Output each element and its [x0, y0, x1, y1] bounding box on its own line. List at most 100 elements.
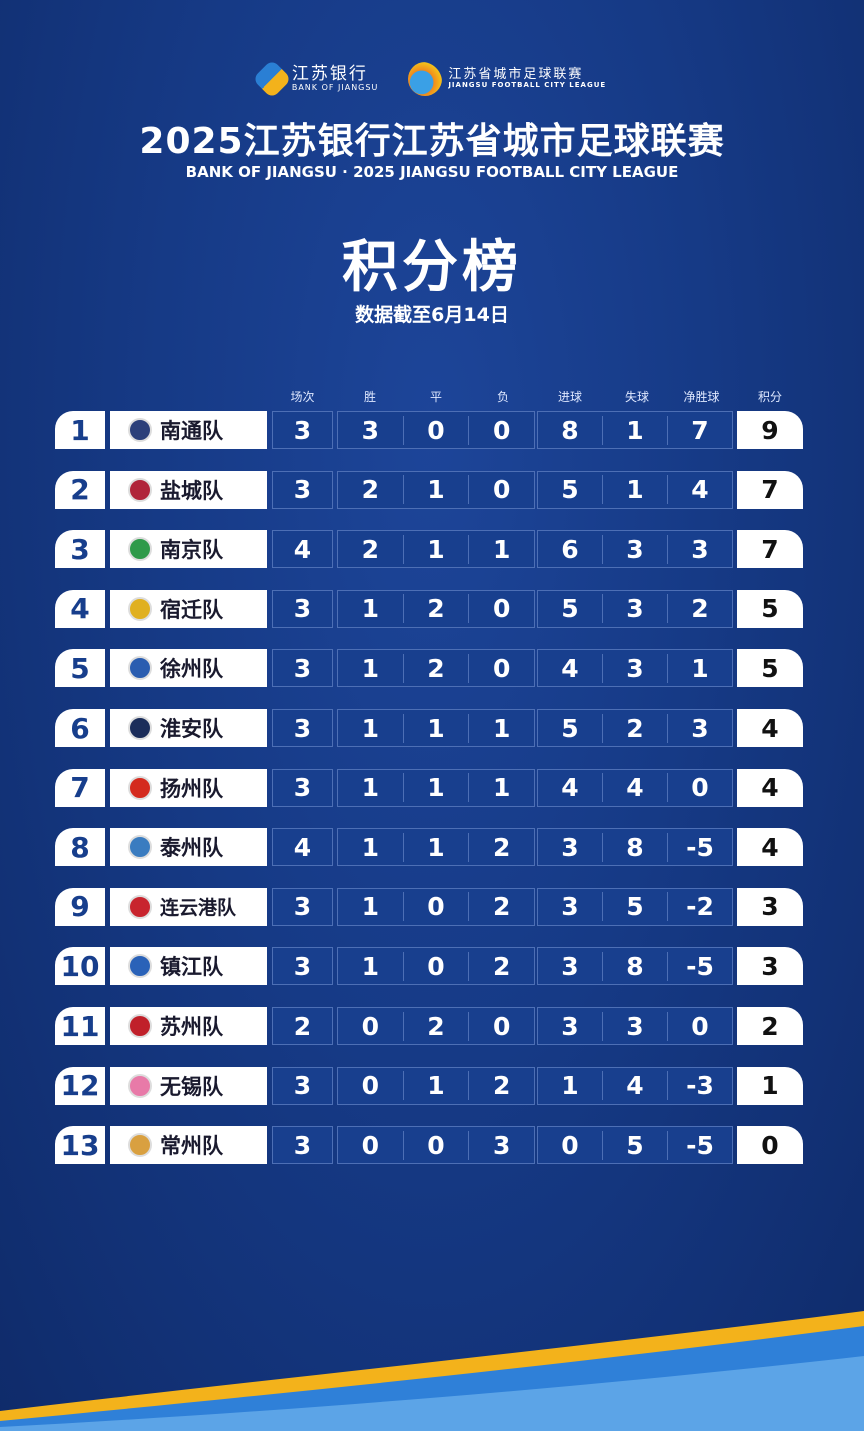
- page-subtitle: BANK OF JIANGSU · 2025 JIANGSU FOOTBALL …: [185, 163, 679, 181]
- goals-for: 4: [561, 653, 579, 683]
- team-name: 淮安队: [160, 717, 223, 741]
- bank-logo-icon: [252, 59, 292, 99]
- goals-for: 6: [561, 534, 579, 564]
- league-logo: 江苏省城市足球联赛 JIANGSU FOOTBALL CITY LEAGUE: [408, 62, 606, 96]
- goal-difference: -5: [667, 951, 732, 981]
- goals-against: 3: [602, 1011, 667, 1041]
- losses: 2: [468, 951, 534, 981]
- league-logo-icon: [408, 62, 443, 96]
- losses: 3: [468, 1130, 534, 1160]
- column-header: 胜: [363, 390, 376, 404]
- team-logo-icon: [128, 716, 152, 740]
- bank-of-jiangsu-logo: 江苏银行 BANK OF JIANGSU: [252, 59, 378, 99]
- league-logo-cn: 江苏省城市足球联赛: [448, 67, 584, 82]
- losses: 0: [468, 1011, 534, 1041]
- losses: 1: [468, 713, 534, 743]
- points: 2: [737, 1007, 803, 1045]
- goal-difference: 0: [667, 1011, 732, 1041]
- team-cell: 常州队: [110, 1126, 267, 1165]
- played-cell: 3: [272, 649, 333, 688]
- goals-cell: 3 5 -2: [537, 887, 733, 926]
- goals-for: 0: [561, 1130, 579, 1160]
- goals-against: 1: [602, 415, 667, 445]
- goals-for: 1: [561, 1071, 579, 1101]
- rank: 5: [55, 649, 105, 688]
- goals-against: 5: [602, 892, 667, 922]
- wins: 2: [361, 534, 380, 564]
- goals-against: 4: [602, 1071, 667, 1101]
- goals-cell: 3 8 -5: [537, 828, 733, 867]
- data-date: 数据截至6月14日: [355, 304, 509, 326]
- draws: 1: [402, 713, 469, 743]
- column-header: 失球: [624, 390, 649, 404]
- points: 9: [737, 411, 803, 449]
- rank: 2: [55, 470, 105, 509]
- draws: 2: [402, 594, 469, 624]
- goals-against: 2: [602, 713, 667, 743]
- goal-difference: 4: [667, 475, 732, 505]
- team-cell: 泰州队: [110, 828, 267, 867]
- rank: 13: [55, 1126, 105, 1165]
- points: 3: [737, 887, 803, 926]
- team-cell: 镇江队: [110, 947, 267, 986]
- wins: 1: [361, 594, 380, 624]
- wins: 1: [361, 653, 380, 683]
- goal-difference: -2: [667, 892, 732, 922]
- goal-difference: 2: [667, 594, 732, 624]
- played-cell: 3: [272, 1066, 333, 1105]
- team-name: 盐城队: [160, 478, 223, 503]
- goals-against: 1: [602, 475, 667, 505]
- wins: 3: [361, 415, 380, 445]
- rank: 6: [55, 709, 105, 747]
- draws: 2: [402, 653, 469, 683]
- goal-difference: 0: [667, 773, 732, 803]
- team-logo-icon: [128, 775, 152, 800]
- played: 3: [293, 773, 312, 803]
- wins: 1: [361, 892, 380, 922]
- team-name: 泰州队: [160, 836, 223, 861]
- points: 4: [737, 828, 803, 867]
- points: 7: [737, 530, 803, 569]
- team-cell: 盐城队: [110, 470, 267, 509]
- team-cell: 徐州队: [110, 649, 267, 688]
- played-cell: 3: [272, 887, 333, 926]
- played: 3: [293, 892, 312, 922]
- team-cell: 宿迁队: [110, 589, 267, 628]
- goal-difference: -5: [667, 832, 732, 862]
- losses: 1: [468, 773, 534, 803]
- losses: 0: [468, 653, 534, 683]
- rank: 1: [55, 411, 105, 449]
- played: 3: [293, 594, 312, 624]
- wins: 1: [361, 832, 380, 862]
- goals-for: 3: [561, 951, 579, 981]
- played: 3: [293, 415, 312, 445]
- team-logo-icon: [128, 1014, 152, 1038]
- goals-against: 8: [602, 832, 667, 862]
- played-cell: 3: [272, 411, 333, 449]
- goals-for: 3: [561, 1011, 579, 1041]
- column-header: 进球: [557, 390, 582, 404]
- goal-difference: 3: [667, 713, 732, 743]
- team-logo-icon: [128, 477, 152, 502]
- losses: 2: [468, 1071, 534, 1101]
- team-cell: 南通队: [110, 411, 267, 449]
- rank: 3: [55, 530, 105, 569]
- team-name: 宿迁队: [160, 597, 223, 622]
- team-logo-icon: [128, 835, 152, 860]
- column-header: 负: [496, 390, 509, 404]
